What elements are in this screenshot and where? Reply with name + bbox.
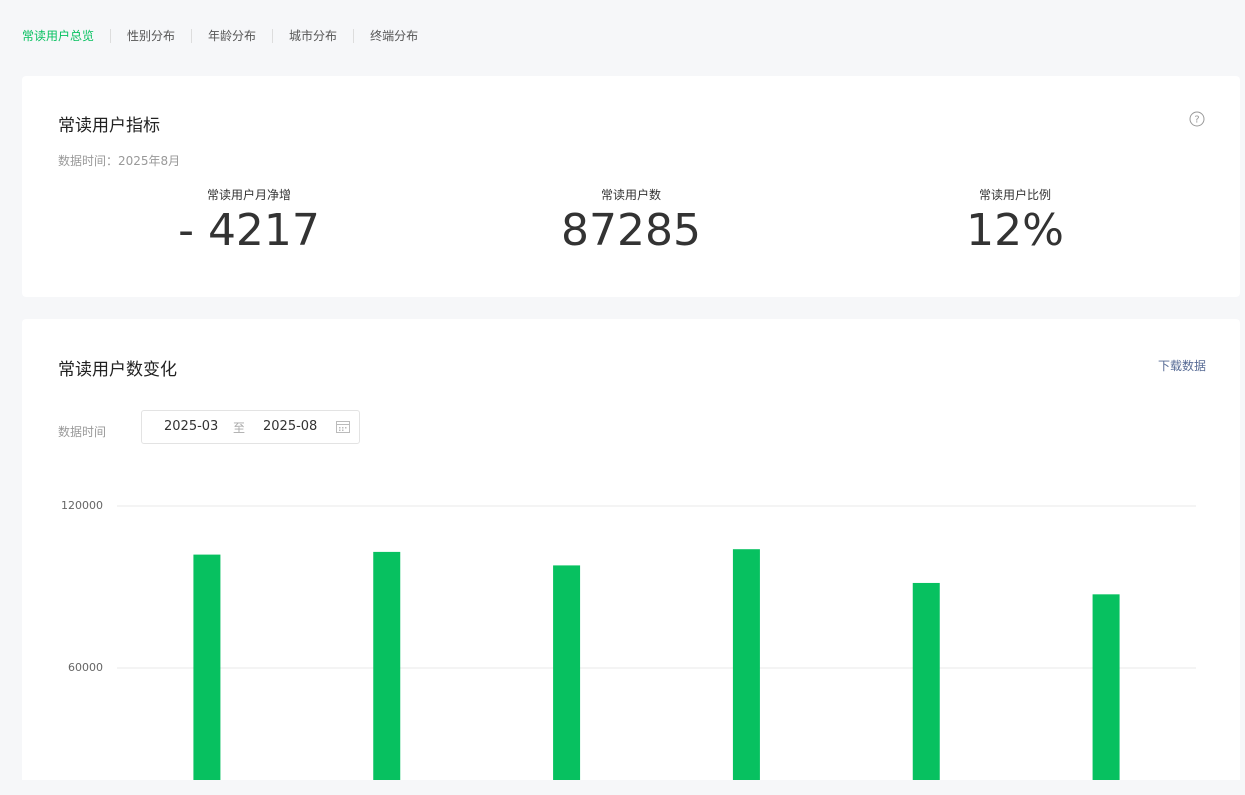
card-title: 常读用户数变化 [58,360,177,380]
metrics-card: 常读用户指标 ? 数据时间：2025年8月 常读用户月净增 - 4217 常读用… [22,76,1240,297]
bar [912,582,940,780]
tab[interactable]: 常读用户总览 [22,29,95,43]
data-time: 数据时间：2025年8月 [58,154,181,168]
date-separator: 至 [233,421,246,435]
metric-label: 常读用户比例 [978,188,1051,202]
y-tick-label: 60000 [68,661,103,674]
date-label: 数据时间 [58,425,107,439]
bar [1092,594,1120,780]
metric-value: 12% [966,205,1064,256]
tab[interactable]: 年龄分布 [191,29,272,43]
download-link[interactable]: 下载数据 [1157,359,1206,373]
bar [553,565,581,780]
tab-bar: 常读用户总览 性别分布 年龄分布 城市分布 终端分布 [22,29,434,43]
metric-label: 常读用户月净增 [206,188,291,202]
trend-card: 60000 120000 常读用户数变化 下载数据 数据时间 2025-03 至 … [22,319,1240,780]
bar [732,549,760,780]
metric-value: - 4217 [178,205,320,256]
metric: 常读用户比例 12% [865,186,1165,256]
card-title: 常读用户指标 [58,116,160,136]
date-range-picker[interactable]: 2025-03 至 2025-08 [141,410,360,444]
metric: 常读用户月净增 - 4217 [99,186,399,256]
tab[interactable]: 城市分布 [272,29,353,43]
chart: 60000 120000 [61,499,1196,780]
bar [193,554,221,780]
date-end: 2025-08 [263,419,318,434]
calendar-icon [336,421,350,433]
svg-text:?: ? [1194,115,1199,126]
tab[interactable]: 性别分布 [110,29,191,43]
metric: 常读用户数 87285 [481,186,781,256]
help-icon[interactable]: ? [1189,111,1205,127]
metric-label: 常读用户数 [600,188,661,202]
tab[interactable]: 终端分布 [353,29,434,43]
bar [373,551,401,780]
metric-value: 87285 [561,205,701,256]
y-tick-label: 120000 [61,499,103,512]
date-start: 2025-03 [164,419,219,434]
